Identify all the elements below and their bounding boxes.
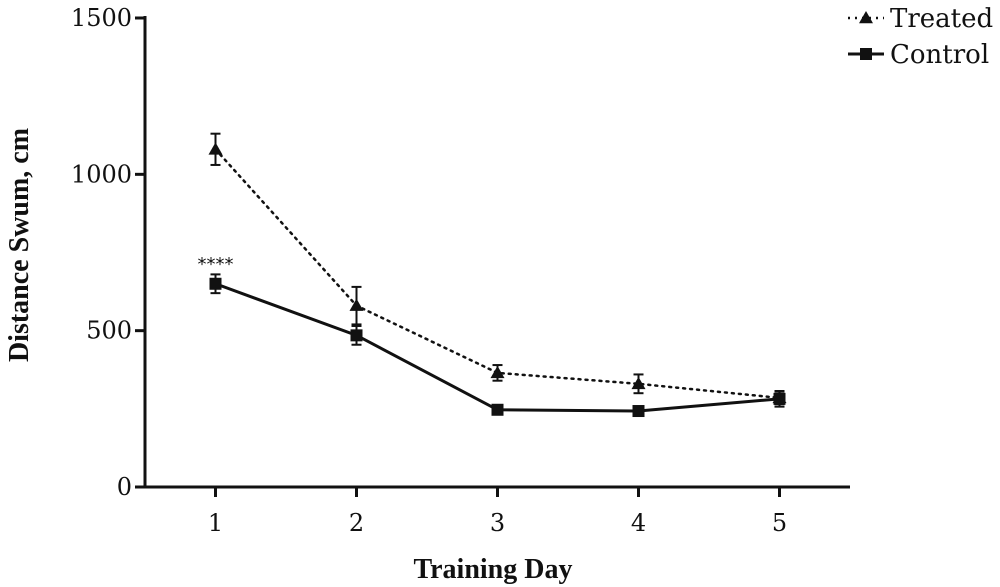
x-tick-label: 5 [772,509,787,537]
legend-item-treated: Treated [848,4,993,34]
x-tick-label: 1 [208,509,223,537]
legend-label: Treated [890,4,993,34]
data-point-control [350,329,363,342]
data-point-treated [208,142,223,155]
legend-marker [860,48,872,60]
series-treated [208,132,787,406]
y-tick-label: 0 [117,473,132,501]
data-point-treated [349,298,364,311]
x-tick-label: 4 [631,509,646,537]
legend-label: Control [890,40,989,70]
data-point-treated [631,376,646,390]
data-point-control [491,403,504,416]
axes: 0 500 1000 1500 1 2 3 4 5 [71,4,850,537]
significance-annotation: **** [198,254,234,275]
x-tick-label: 2 [349,509,364,537]
legend-marker [859,11,873,24]
y-tick-label: 1500 [71,4,132,32]
data-point-control [209,277,222,290]
series-line-control [214,282,781,413]
y-tick-label: 1000 [71,160,132,188]
y-tick-label: 500 [86,317,132,345]
data-point-treated [490,365,505,379]
series-control [209,273,786,418]
legend: Treated Control [848,4,993,70]
data-point-control [632,405,645,418]
data-point-control [773,392,786,405]
x-tick-label: 3 [490,509,505,537]
y-axis-title: Distance Swum, cm [4,128,35,362]
series-layer: **** [198,132,787,418]
series-line-treated [214,148,781,400]
x-axis-title: Training Day [414,554,573,585]
legend-item-control: Control [848,40,989,70]
